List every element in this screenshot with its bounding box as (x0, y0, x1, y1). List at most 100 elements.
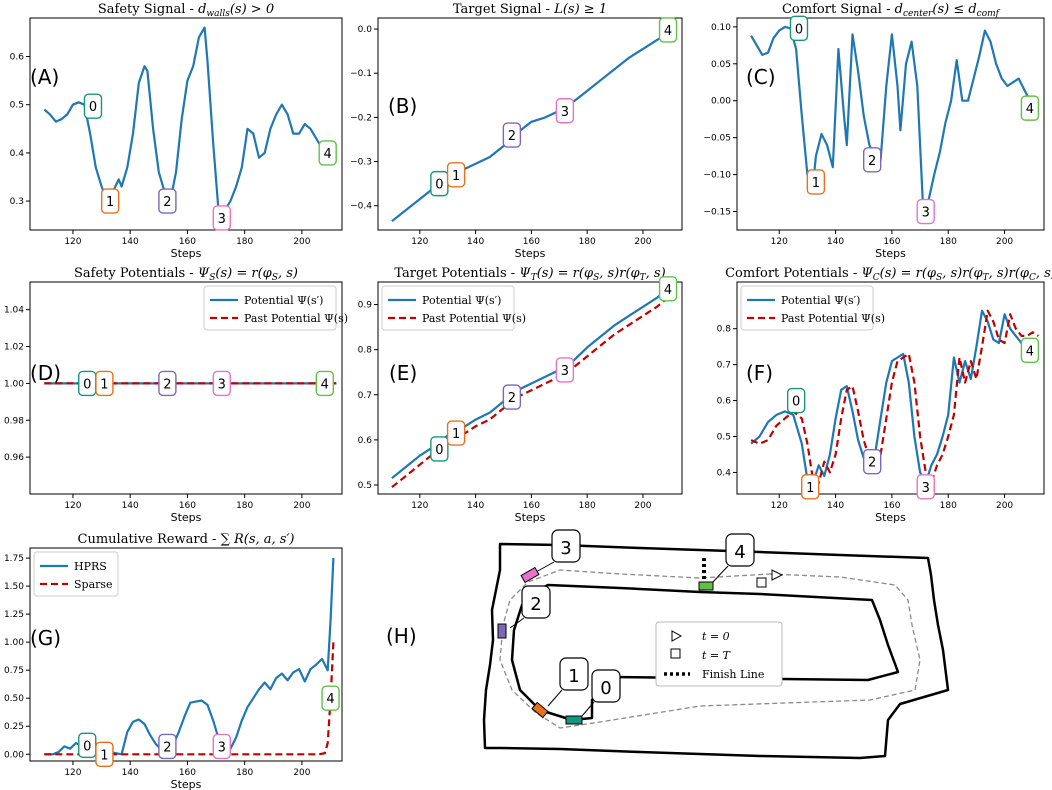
step-marker-label: 4 (1026, 102, 1034, 117)
title-part: (s) = r(φ (880, 266, 937, 281)
track-outer-wall (482, 542, 950, 760)
y-tick-label: 1.04 (4, 306, 24, 316)
title-subscript: C (873, 273, 880, 283)
car-marker-box (551, 529, 581, 563)
title-part: ∑ R (221, 532, 244, 547)
step-marker-box (321, 685, 340, 711)
title-subscript: T (983, 273, 990, 283)
step-marker-label: 3 (922, 206, 930, 221)
title-part: , s)r(φ (942, 266, 983, 281)
y-tick-label: 0.4 (10, 149, 25, 159)
title-part: , s) (1036, 266, 1052, 281)
y-tick-label: −0.10 (703, 171, 731, 181)
step-marker-label: 3 (922, 481, 930, 496)
step-marker-box (212, 370, 231, 397)
y-tick-label: 0.00 (711, 97, 731, 107)
x-tick-label: 120 (771, 237, 788, 247)
step-marker-box (555, 98, 575, 124)
title-part: Target Signal - (453, 2, 554, 17)
map-legend-label: Finish Line (702, 668, 764, 681)
callout-arrow (535, 561, 555, 573)
panel-label: (A) (30, 65, 59, 89)
step-marker-box (916, 198, 935, 225)
title-part: (s) ≥ 1 (563, 2, 607, 17)
car-marker-box (559, 657, 589, 691)
y-tick-label: 1.02 (4, 343, 24, 353)
chart-title: Target Signal - L(s) ≥ 1 (453, 2, 607, 17)
title-subscript: walls (206, 9, 230, 19)
y-tick-label: −0.3 (350, 158, 372, 168)
step-marker-label: 0 (83, 377, 91, 392)
x-tick-label: 120 (64, 501, 81, 511)
x-tick-label: 180 (236, 768, 253, 778)
car-marker-box (591, 669, 621, 703)
panel-h: (H) 01 2 3 4 t = 0 t = T Finish Line (386, 529, 950, 760)
title-subscript: T (640, 273, 647, 283)
step-marker-box (1020, 95, 1040, 121)
y-tick-label: 1.00 (4, 379, 24, 389)
step-marker-label: 2 (508, 129, 516, 144)
x-tick-label: 160 (179, 237, 196, 247)
end-square-icon (756, 577, 767, 588)
panel-label: (E) (389, 361, 417, 385)
x-tick-label: 140 (467, 501, 484, 511)
step-marker-box (806, 169, 826, 195)
x-tick-label: 180 (940, 237, 957, 247)
legend-label: Potential Ψ(s′) (244, 294, 323, 307)
title-part: Safety Potentials - (74, 266, 198, 281)
title-part: (s) = r(φ (215, 266, 272, 281)
title-part: Target Potentials - (394, 266, 519, 281)
car-position (698, 581, 714, 591)
y-tick-label: 0.05 (711, 60, 731, 70)
y-tick-label: 1.50 (4, 582, 24, 592)
x-tick-label: 160 (179, 768, 196, 778)
axes-frame (29, 281, 343, 495)
y-tick-label: 0.96 (4, 453, 24, 463)
y-tick-label: 0.25 (4, 722, 24, 732)
x-tick-label: 200 (293, 501, 310, 511)
step-marker-label: 1 (106, 195, 114, 210)
map-legend-box (655, 621, 783, 687)
panel-c: 120 140 160 180 200−0.15−0.10−0.050.000.050.… (703, 2, 1045, 260)
y-tick-label: 0.00 (4, 750, 24, 760)
trajectory-line (499, 569, 921, 729)
step-marker-label: 4 (1026, 344, 1034, 359)
car-position (531, 701, 549, 719)
x-tick-label: 140 (122, 237, 139, 247)
step-marker-label: 0 (83, 739, 91, 754)
chart-title: Target Potentials - ΨT(s) = r(φS, s)r(φT… (394, 266, 665, 283)
legend-label: Sparse (74, 578, 113, 591)
map-legend-label: t = 0 (702, 630, 730, 643)
step-marker-box (212, 733, 231, 760)
title-part: Ψ (519, 266, 531, 281)
y-tick-label: 0.8 (717, 325, 732, 335)
step-marker-label: 3 (218, 212, 226, 227)
chart-title: Cumulative Reward - ∑ R(s, a, s′) (78, 532, 295, 547)
step-marker-label: 1 (812, 176, 820, 191)
step-marker-box (502, 384, 522, 410)
chart-title: Comfort Signal - dcenter(s) ≤ dcomf (782, 2, 1001, 19)
step-marker-label: 2 (508, 391, 516, 406)
step-marker-box (430, 436, 449, 462)
x-tick-label: 200 (293, 768, 310, 778)
step-marker-box (801, 474, 820, 500)
title-part: Comfort Potentials - (725, 266, 861, 281)
title-part: (s) > 0 (230, 2, 274, 17)
y-tick-label: −0.2 (350, 113, 372, 123)
panel-label: (F) (746, 361, 773, 385)
car-marker-label: 0 (600, 678, 611, 699)
legend-triangle-icon (671, 630, 683, 642)
step-marker-box (446, 162, 466, 188)
step-marker-box (555, 357, 575, 383)
x-tick-label: 160 (179, 501, 196, 511)
step-marker-label: 2 (163, 740, 171, 755)
axes-frame (736, 281, 1045, 495)
step-marker-box (212, 205, 231, 231)
map-legend-label: t = T (702, 649, 732, 662)
x-tick-label: 180 (579, 237, 596, 247)
axes-frame (736, 17, 1045, 231)
step-marker-label: 1 (806, 481, 814, 496)
legend-square-icon (670, 648, 681, 659)
title-part: (s, a, s′) (244, 532, 295, 547)
